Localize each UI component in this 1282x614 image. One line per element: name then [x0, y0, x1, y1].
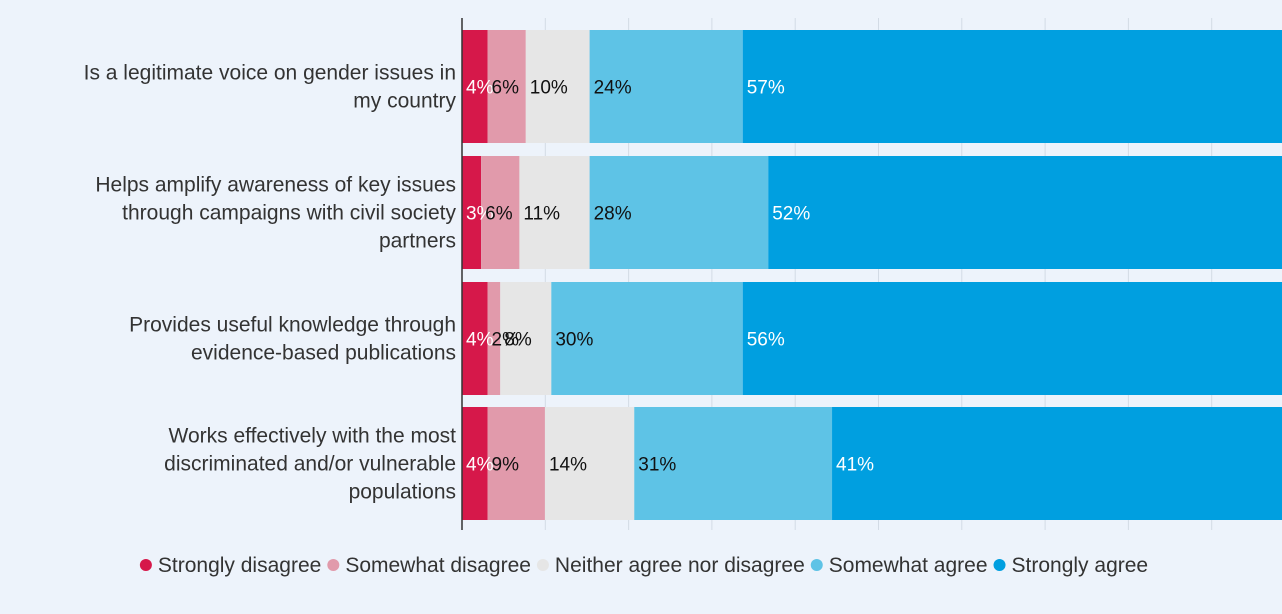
data-label: 10%	[530, 78, 568, 99]
legend-swatch	[327, 559, 340, 571]
data-label: 6%	[485, 204, 513, 225]
legend-label: Somewhat agree	[829, 554, 988, 577]
data-label: 41%	[836, 455, 874, 476]
legend-item: Somewhat disagree	[327, 554, 531, 577]
data-label: 9%	[492, 455, 520, 476]
legend-swatch	[139, 559, 152, 571]
bar-segment	[544, 407, 635, 520]
bar-segment	[768, 156, 1282, 269]
bar-segment	[551, 282, 743, 395]
bar-segment	[589, 30, 743, 143]
legend-label: Strongly agree	[1012, 554, 1149, 577]
bar-segment	[462, 407, 488, 520]
bar-row: 4%2%8% 30% 56%	[462, 282, 1282, 395]
bar-row: 4%6% 10% 24% 57%	[462, 30, 1282, 143]
legend-swatch	[810, 559, 823, 571]
data-label: 3%	[466, 204, 494, 225]
bar-segment	[634, 407, 833, 520]
data-label: 57%	[747, 78, 785, 99]
bar-row: 4%9% 14% 31% 41%	[462, 407, 1282, 520]
category-label-line: Works effectively with the most	[169, 425, 457, 448]
category-label: Helps amplify awareness of key issues thr…	[95, 174, 456, 253]
category-label: Works effectively with the most discrimin…	[164, 425, 456, 504]
legend: Strongly disagree Somewhat disagree Neithe…	[139, 554, 1149, 577]
data-label: 31%	[638, 455, 676, 476]
category-label-line: evidence-based publications	[191, 342, 456, 365]
data-label: 8%	[504, 330, 532, 351]
bar-segment	[525, 30, 590, 143]
category-label-line: populations	[349, 481, 456, 504]
category-label-line: partners	[379, 230, 456, 253]
legend-item: Strongly agree	[993, 554, 1149, 577]
data-label: 4%	[466, 455, 494, 476]
legend-label: Strongly disagree	[158, 554, 321, 577]
bar-segment	[589, 156, 769, 269]
bar-segment	[462, 156, 482, 269]
legend-swatch	[536, 559, 549, 571]
legend-item: Strongly disagree	[139, 554, 321, 577]
data-label: 4%	[466, 330, 494, 351]
category-label: Is a legitimate voice on gender issues i…	[84, 62, 457, 113]
data-label: 4%	[466, 78, 494, 99]
bar-segment	[519, 156, 590, 269]
bar-segment	[832, 407, 1282, 520]
category-label-line: my country	[353, 90, 456, 113]
legend-item: Somewhat agree	[810, 554, 988, 577]
data-label: 56%	[747, 330, 785, 351]
data-label: 14%	[549, 455, 587, 476]
bar-segment	[462, 282, 488, 395]
category-label-line: Provides useful knowledge through	[129, 314, 456, 337]
bar-segment	[481, 156, 520, 269]
bar-segment	[742, 30, 1282, 143]
data-label: 52%	[772, 204, 810, 225]
category-label-line: Helps amplify awareness of key issues	[95, 174, 456, 197]
bar-segment	[462, 30, 488, 143]
category-label-line: Is a legitimate voice on gender issues i…	[84, 62, 456, 85]
bar-segment	[500, 282, 552, 395]
legend-swatch	[993, 559, 1006, 571]
bar-segment	[487, 30, 526, 143]
data-label: 28%	[594, 204, 632, 225]
data-label: 30%	[555, 330, 593, 351]
category-label: Provides useful knowledge through evidenc…	[129, 314, 456, 365]
legend-label: Somewhat disagree	[345, 554, 531, 577]
bar-segment	[742, 282, 1282, 395]
legend-item: Neither agree nor disagree	[536, 554, 805, 577]
data-label: 24%	[594, 78, 632, 99]
category-label-line: through campaigns with civil society	[122, 202, 456, 225]
bar-segment	[487, 282, 501, 395]
category-label-line: discriminated and/or vulnerable	[164, 453, 456, 476]
data-label: 11%	[523, 204, 560, 225]
bar-row: 3%6% 11% 28% 52%	[462, 156, 1282, 269]
legend-label: Neither agree nor disagree	[555, 554, 805, 577]
bar-segment	[487, 407, 545, 520]
data-label: 2%	[492, 330, 520, 351]
data-label: 6%	[492, 78, 520, 99]
